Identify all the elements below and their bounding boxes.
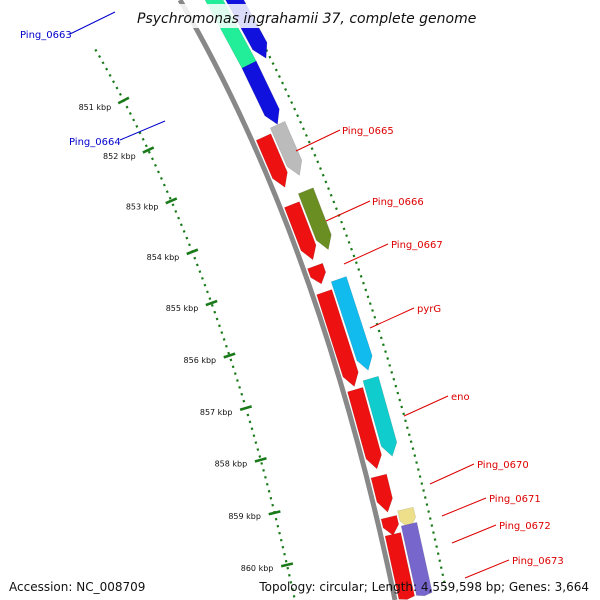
genome-backbone — [177, 0, 398, 600]
tick-label: 852 kbp — [103, 152, 136, 161]
tick-mark — [205, 299, 218, 307]
gene-label[interactable]: Ping_0672 — [499, 521, 551, 532]
gene-label[interactable]: Ping_0665 — [342, 126, 394, 137]
gene-label[interactable]: Ping_0667 — [391, 240, 443, 251]
gene-label[interactable]: Ping_0673 — [512, 556, 564, 567]
tick-mark — [117, 96, 130, 105]
genome-title: Psychromonas ingrahamii 37, complete gen… — [137, 11, 476, 27]
gene-label[interactable]: pyrG — [417, 304, 441, 315]
tick-label: 858 kbp — [215, 460, 248, 469]
gene-label[interactable]: Ping_0670 — [477, 460, 529, 471]
gene-arrow — [370, 473, 393, 513]
genome-summary-text: Topology: circular; Length: 4,559,598 bp… — [259, 580, 589, 594]
label-leader-line — [429, 463, 475, 485]
gene-label[interactable]: Ping_0664 — [69, 137, 121, 148]
gene-arrow — [297, 187, 332, 251]
label-leader-line — [451, 524, 497, 544]
gene-arrow — [316, 289, 359, 388]
label-leader-line — [343, 243, 389, 265]
tick-mark — [239, 405, 253, 412]
tick-mark — [254, 457, 267, 463]
label-leader-line — [369, 307, 415, 329]
scale-dotted-line-inner — [94, 48, 296, 600]
tick-label: 859 kbp — [228, 512, 261, 521]
gene-arrow — [384, 532, 415, 600]
tick-mark — [186, 248, 199, 256]
tick-label: 851 kbp — [79, 103, 112, 112]
gene-labels: Ping_0663 Ping_0664 Ping_0665 Ping_0666 Ping… — [20, 11, 564, 579]
gene-arrow — [400, 522, 433, 597]
tick-label: 855 kbp — [166, 304, 199, 313]
gene-arrow — [397, 506, 416, 530]
gene-arrow — [241, 60, 280, 125]
tick-label: 853 kbp — [126, 202, 159, 211]
gene-arrow — [284, 201, 317, 261]
label-leader-line — [464, 559, 510, 579]
gene-arrow — [255, 133, 288, 188]
gene-label[interactable]: Ping_0663 — [20, 30, 72, 41]
label-leader-line — [119, 120, 166, 141]
label-leader-line — [403, 395, 449, 417]
gene-arrow — [362, 375, 398, 457]
tick-mark — [165, 197, 178, 205]
gene-label[interactable]: Ping_0666 — [372, 197, 424, 208]
tick-label: 857 kbp — [200, 408, 233, 417]
tick-mark — [268, 510, 281, 516]
tick-label: 854 kbp — [147, 253, 180, 262]
gene-arrow — [347, 387, 382, 470]
accession-text: Accession: NC_008709 — [9, 580, 146, 594]
scale-dotted-line-outer — [238, 0, 447, 590]
tick-label: 856 kbp — [184, 356, 217, 365]
label-leader-line — [69, 11, 116, 35]
tick-marks: 851 kbp 852 kbp 853 kbp 854 kbp 855 kbp 856 k… — [79, 0, 447, 600]
gene-arrow — [307, 262, 327, 285]
label-leader-line — [441, 497, 487, 517]
label-leader-line — [325, 200, 371, 222]
tick-label: 860 kbp — [241, 564, 274, 573]
tick-mark — [223, 352, 236, 359]
gene-arrow — [269, 121, 303, 176]
gene-arrow — [380, 515, 400, 536]
gene-label[interactable]: Ping_0671 — [489, 494, 541, 505]
label-leader-line — [295, 129, 341, 152]
gene-features — [204, 0, 433, 600]
title-backdrop — [130, 4, 460, 28]
tick-mark — [280, 562, 294, 568]
gene-arrow — [330, 276, 373, 371]
gene-label[interactable]: eno — [451, 392, 470, 403]
tick-mark — [142, 146, 155, 154]
